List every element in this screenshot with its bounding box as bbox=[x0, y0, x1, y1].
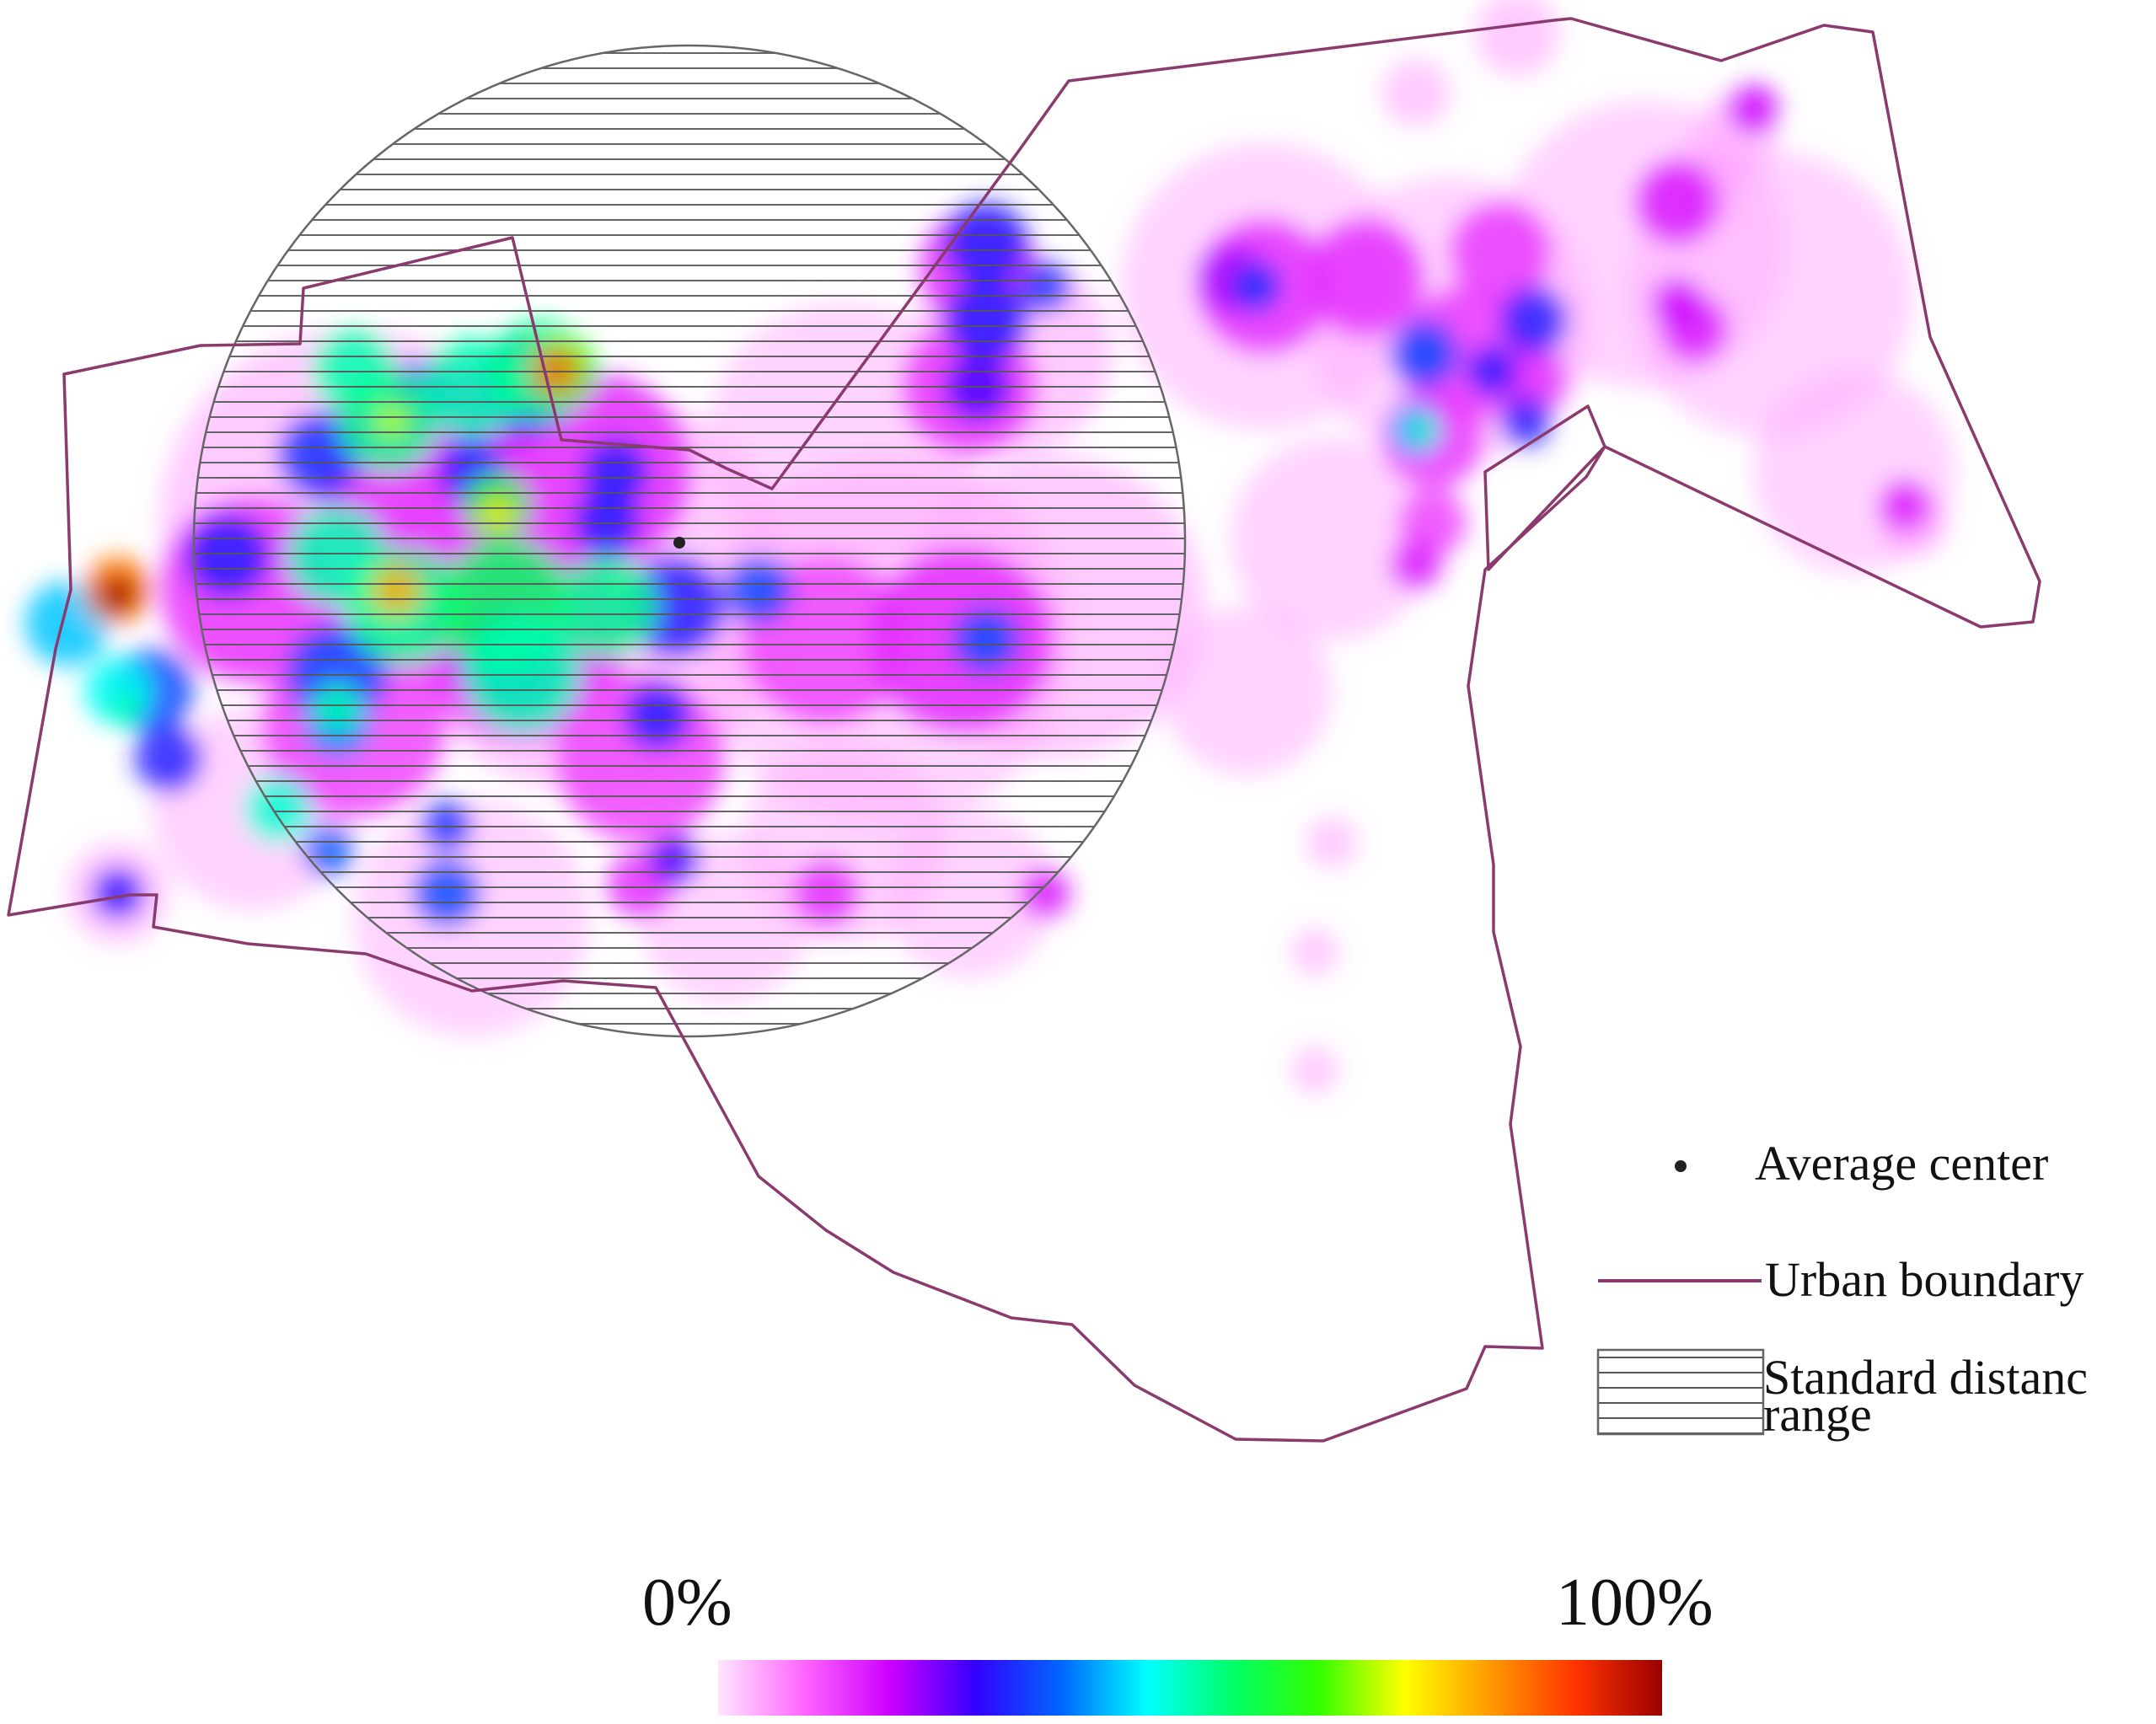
density-blob bbox=[1500, 286, 1568, 354]
density-blob bbox=[1635, 160, 1719, 244]
density-blob bbox=[1450, 202, 1551, 303]
density-blob bbox=[1500, 396, 1551, 447]
legend-standard-distance-label-range: range bbox=[1763, 1387, 1872, 1442]
map-legend: Average center Urban boundary Standard d… bbox=[1596, 1136, 2088, 1442]
density-blob bbox=[1231, 261, 1281, 312]
legend-standard-distance-symbol bbox=[1596, 1348, 1765, 1436]
legend-urban-boundary-label: Urban boundary bbox=[1765, 1252, 2084, 1307]
urban-boundary bbox=[7, 17, 2041, 1443]
density-blob bbox=[1467, 345, 1517, 396]
average-center-point bbox=[673, 537, 685, 549]
density-blob bbox=[1382, 59, 1450, 126]
density-blob bbox=[110, 691, 143, 725]
density-blob bbox=[1306, 817, 1357, 868]
density-blob bbox=[1500, 345, 1568, 413]
standard-distance-circle bbox=[192, 44, 1187, 1038]
density-blob bbox=[1391, 320, 1458, 388]
density-blob bbox=[1652, 278, 1703, 329]
legend-average-center-label: Average center bbox=[1755, 1136, 2048, 1191]
urban-boundary-line bbox=[7, 17, 2041, 1443]
legend-average-center-symbol bbox=[1675, 1160, 1687, 1172]
density-blob bbox=[1291, 1047, 1338, 1094]
density-blob bbox=[135, 725, 202, 792]
density-blob bbox=[1728, 84, 1778, 135]
density-blob bbox=[1391, 539, 1441, 590]
legend-standard-distance-label: Standard distanc bbox=[1763, 1350, 2088, 1405]
density-blob bbox=[1231, 438, 1433, 640]
density-blob bbox=[1306, 219, 1424, 337]
density-blob bbox=[1880, 480, 1930, 531]
color-scale-min-label: 0% bbox=[642, 1566, 732, 1640]
density-blob bbox=[1291, 929, 1338, 976]
color-scale: 0% 100% bbox=[642, 1566, 1714, 1716]
density-blob bbox=[93, 868, 143, 918]
color-scale-bar bbox=[718, 1660, 1662, 1716]
urban-boundary-line bbox=[1483, 404, 1606, 571]
density-blob bbox=[1411, 416, 1438, 443]
density-blob bbox=[99, 576, 137, 613]
color-scale-max-label: 100% bbox=[1556, 1566, 1714, 1640]
density-blob bbox=[1163, 607, 1332, 775]
density-blob bbox=[1475, 0, 1559, 76]
